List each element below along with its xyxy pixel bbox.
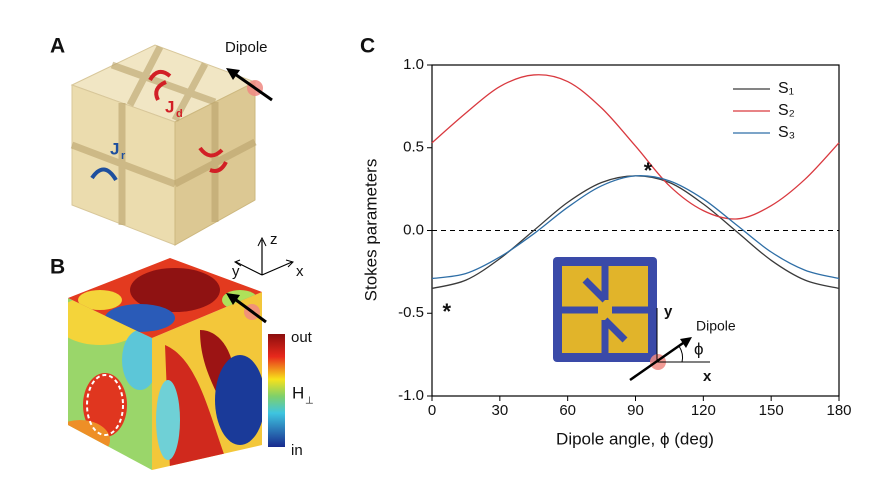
colorbar-label: out [291,329,313,346]
colorbar-subscript: ⊥ [305,396,314,407]
legend-label: S₁ [778,80,794,97]
x-tick-label: 30 [491,402,508,419]
panel-label: A [50,35,65,58]
y-tick-label: -0.5 [398,304,424,321]
y-tick-label: 0.0 [403,221,424,238]
inset-label: y [664,303,673,320]
x-tick-label: 120 [691,402,716,419]
annotation: * [644,158,653,183]
current-label: J [165,97,174,116]
current-subscript: d [176,108,183,120]
annotation: * [443,299,452,324]
inset-illustration [553,257,710,382]
axis-label: x [296,263,304,280]
panel-label: B [50,256,65,279]
field-cube [68,236,294,470]
y-axis-title: Stokes parameters [361,159,380,302]
x-tick-label: 150 [759,402,784,419]
inset-label: ϕ [694,339,704,358]
inset-label: x [703,368,712,385]
current-subscript: r [121,150,126,162]
axis-label: y [232,263,240,280]
inset-label: Dipole [696,318,736,334]
panel-label: C [360,35,375,58]
y-tick-label: 1.0 [403,56,424,73]
series-line [431,175,840,280]
x-tick-label: 60 [559,402,576,419]
y-tick-label: 0.5 [403,139,424,156]
x-tick-label: 180 [826,402,851,419]
legend-label: S₂ [778,102,795,119]
x-tick-label: 90 [627,402,644,419]
x-tick-label: 0 [428,402,436,419]
y-tick-label: -1.0 [398,387,424,404]
cube-illustration [70,44,273,246]
legend-label: S₃ [778,124,795,141]
axis-label: z [270,231,278,248]
series-line [431,74,840,220]
current-label: J [110,139,119,158]
colorbar-label: in [291,442,303,459]
colorbar-title: H [292,383,304,402]
dipole-label: Dipole [225,39,268,56]
x-axis-title: Dipole angle, ϕ (deg) [556,429,714,448]
